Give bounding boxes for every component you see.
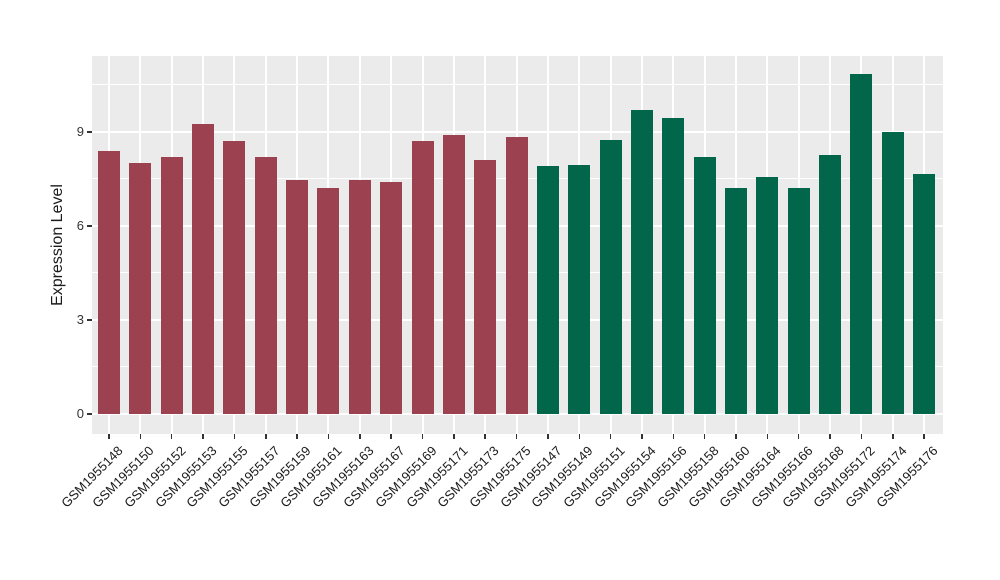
x-axis-tick	[860, 434, 863, 439]
x-axis-tick	[265, 434, 267, 439]
bar-GSM1955159	[286, 180, 309, 414]
bar-GSM1955154	[630, 109, 653, 414]
bar-GSM1955172	[850, 73, 873, 414]
x-axis-tick	[641, 434, 643, 439]
x-axis-tick	[453, 434, 455, 439]
bar-GSM1955161	[317, 188, 340, 414]
y-axis-tick	[87, 413, 92, 415]
bar-GSM1955157	[254, 156, 277, 414]
x-axis-tick	[296, 434, 298, 439]
plot-panel	[92, 56, 943, 434]
y-axis-tick	[87, 225, 92, 227]
bar-GSM1955160	[725, 188, 747, 414]
bar-GSM1955175	[505, 136, 528, 414]
bar-GSM1955153	[192, 124, 215, 414]
x-axis-tick	[547, 434, 549, 439]
y-axis-tick	[87, 319, 92, 321]
bar-GSM1955164	[756, 177, 779, 414]
x-axis-tick	[327, 434, 330, 439]
y-axis-tick	[87, 131, 92, 133]
y-axis-title: Expression Level	[49, 184, 66, 306]
bar-GSM1955173	[474, 160, 497, 414]
x-axis-tick	[766, 434, 769, 439]
x-axis-tick	[672, 434, 675, 439]
y-axis-tick-label: 9	[76, 123, 84, 139]
y-axis-tick-label: 3	[76, 311, 84, 327]
bar-GSM1955147	[536, 166, 559, 414]
y-axis-tick-label: 6	[76, 217, 84, 233]
x-axis-tick	[421, 434, 424, 439]
bar-GSM1955174	[881, 131, 904, 414]
x-axis-tick	[515, 434, 518, 439]
bar-GSM1955163	[348, 180, 371, 414]
x-axis-tick	[484, 434, 486, 439]
x-axis-tick	[233, 434, 236, 439]
bar-GSM1955176	[913, 174, 936, 414]
x-axis-tick	[139, 434, 142, 439]
bar-GSM1955169	[411, 141, 434, 414]
x-axis-tick	[170, 434, 173, 439]
bar-GSM1955151	[599, 139, 622, 414]
bar-GSM1955148	[98, 150, 120, 414]
y-axis-tick-label: 0	[76, 406, 84, 421]
bar-GSM1955150	[129, 163, 152, 414]
x-axis-tick	[735, 434, 737, 439]
bar-GSM1955158	[693, 156, 716, 414]
x-axis-tick	[359, 434, 361, 439]
x-axis-tick	[892, 434, 894, 439]
x-axis-tick	[703, 434, 706, 439]
bar-GSM1955155	[223, 141, 246, 414]
x-axis-tick	[797, 434, 800, 439]
x-axis-tick	[202, 434, 204, 439]
x-axis-tick	[390, 434, 392, 439]
bar-GSM1955167	[380, 182, 403, 414]
bar-GSM1955152	[160, 156, 183, 414]
x-axis-tick	[609, 434, 612, 439]
x-axis-tick	[829, 434, 831, 439]
bar-GSM1955156	[662, 117, 685, 414]
x-axis-tick	[108, 434, 110, 439]
bar-GSM1955149	[568, 164, 591, 414]
x-axis-tick	[923, 434, 925, 439]
bar-GSM1955166	[787, 188, 810, 414]
x-axis-tick	[578, 434, 580, 439]
bar-GSM1955168	[819, 155, 842, 414]
bar-GSM1955171	[442, 134, 465, 414]
